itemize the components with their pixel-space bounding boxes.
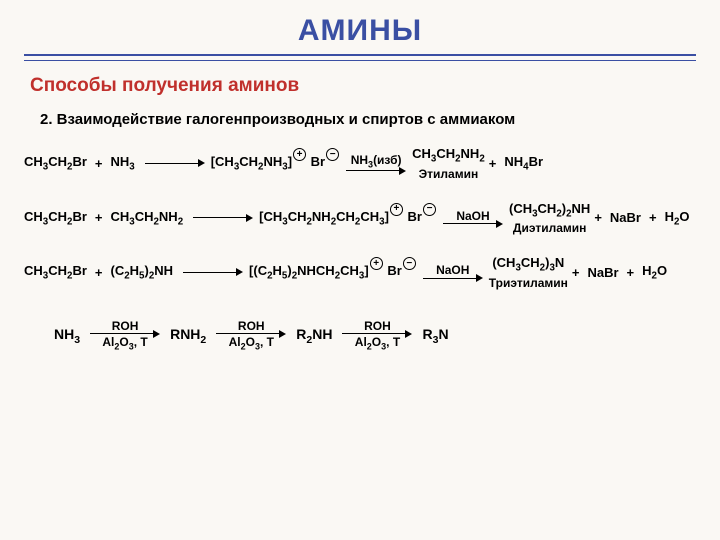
reaction-row: CH3CH2Br + NH3 [CH3CH2NH3]+ Br− NH3(изб) C… (20, 146, 710, 181)
product-formula: (CH3CH2)2NH (509, 201, 590, 220)
reaction-arrow: NH3(изб) (346, 154, 406, 173)
formula: + (649, 210, 657, 225)
formula: R2NH (296, 326, 332, 346)
formula: CH3CH2Br (24, 263, 87, 282)
subtitle: Способы получения аминов (30, 75, 720, 97)
reaction-arrow (183, 270, 243, 274)
formula: R3N (422, 326, 448, 346)
product-block: (CH3CH2)3N Триэтиламин (489, 255, 568, 290)
formula: + (95, 210, 103, 225)
reaction-arrow: ROH Al2O3, T (342, 320, 412, 351)
intermediate: [CH3CH2NH2CH2CH3]+ Br− (259, 209, 437, 228)
product-formula: (CH3CH2)3N (492, 255, 564, 274)
formula: H2O (642, 263, 667, 282)
formula: + (572, 265, 580, 280)
chain-row: NH3 ROH Al2O3, T RNH2 ROH Al2O3, T R2NH … (50, 320, 710, 351)
formula: + (95, 156, 103, 171)
reaction-arrow: ROH Al2O3, T (216, 320, 286, 351)
product-block: CH3CH2NH2 Этиламин (412, 146, 485, 181)
section-heading: 2. Взаимодействие галогенпроизводных и с… (40, 111, 720, 128)
formula: + (489, 156, 497, 171)
formula: CH3CH2Br (24, 154, 87, 173)
product-formula: CH3CH2NH2 (412, 146, 485, 165)
reaction-chain: NH3 ROH Al2O3, T RNH2 ROH Al2O3, T R2NH … (50, 320, 710, 351)
product-label: Диэтиламин (513, 221, 586, 235)
reaction-arrow: NaOH (443, 210, 503, 226)
formula: + (594, 210, 602, 225)
formula: NaBr (610, 210, 641, 225)
formula: NaBr (587, 265, 618, 280)
reaction-row: CH3CH2Br + CH3CH2NH2 [CH3CH2NH2CH2CH3]+ Br… (20, 201, 710, 236)
formula: RNH2 (170, 326, 206, 346)
formula: CH3CH2Br (24, 209, 87, 228)
formula: + (627, 265, 635, 280)
formula: CH3CH2NH2 (110, 209, 183, 228)
product-label: Этиламин (419, 167, 479, 181)
formula: NH3 (54, 326, 80, 346)
formula: NH4Br (504, 154, 543, 173)
reaction-row: CH3CH2Br + (C2H5)2NH [(C2H5)2NHCH2CH3]+ Br… (20, 255, 710, 290)
reaction-arrow (145, 161, 205, 165)
formula: (C2H5)2NH (110, 263, 173, 282)
title-rule (24, 54, 696, 61)
reaction-arrow (193, 216, 253, 220)
intermediate: [(C2H5)2NHCH2CH3]+ Br− (249, 263, 417, 282)
formula: NH3 (110, 154, 134, 173)
reaction-arrow: NaOH (423, 264, 483, 280)
reaction-arrow: ROH Al2O3, T (90, 320, 160, 351)
product-label: Триэтиламин (489, 276, 568, 290)
formula: + (95, 265, 103, 280)
reaction-list: CH3CH2Br + NH3 [CH3CH2NH3]+ Br− NH3(изб) C… (20, 146, 710, 290)
product-block: (CH3CH2)2NH Диэтиламин (509, 201, 590, 236)
intermediate: [CH3CH2NH3]+ Br− (211, 154, 340, 173)
formula: H2O (665, 209, 690, 228)
page-title: АМИНЫ (0, 0, 720, 48)
